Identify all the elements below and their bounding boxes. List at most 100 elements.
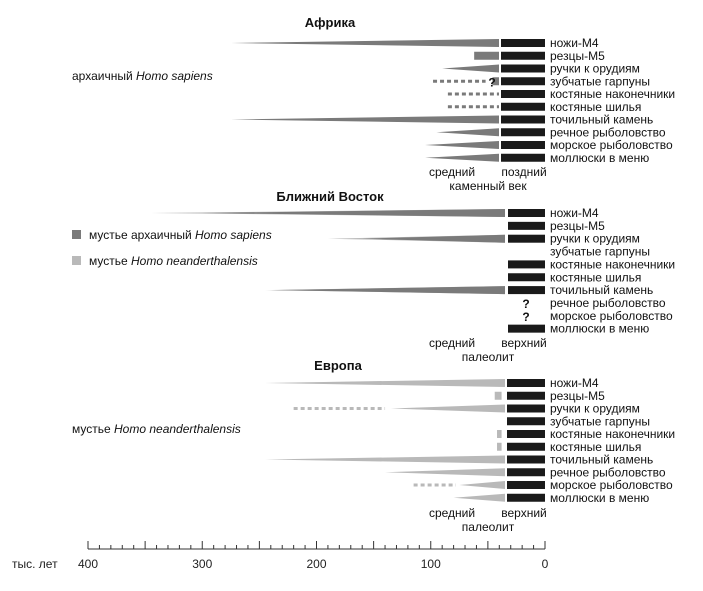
africa-trait-9-bar-0	[425, 153, 499, 162]
africa-trait-label: костяные шилья	[550, 100, 641, 114]
europe-trait-1-black-block	[507, 391, 545, 400]
africa-trait-1-black-block	[501, 51, 545, 60]
africa-trait-7-bar-0	[436, 128, 499, 137]
neareast-trait-4-black-block	[508, 260, 545, 269]
neareast-trait-label: ручки к орудиям	[550, 232, 640, 246]
europe-trait-2-bar-0	[390, 404, 505, 413]
europe-trait-label: зубчатые гарпуны	[550, 414, 650, 428]
africa-trait-6-bar-0	[230, 115, 499, 124]
africa-trait-label: резцы-М5	[550, 49, 605, 63]
axis-tick-label: 0	[542, 557, 549, 571]
neareast-trait-label: моллюски в меню	[550, 322, 649, 336]
europe-period-right: верхний	[501, 506, 547, 520]
legend-label-dark: мустье архаичный Homo sapiens	[89, 228, 272, 242]
europe-period-left: средний	[429, 506, 475, 520]
bars-layer	[150, 39, 545, 502]
legend-swatch-dark	[72, 230, 81, 239]
neareast-trait-7-question-mark: ?	[522, 297, 529, 311]
axis-tick-label: 100	[421, 557, 441, 571]
africa-trait-6-black-block	[501, 115, 545, 124]
africa-trait-label: моллюски в меню	[550, 151, 649, 165]
africa-trait-9-black-block	[501, 153, 545, 162]
africa-side-label: архаичный Homo sapiens	[72, 69, 213, 83]
europe-trait-4-black-block	[507, 430, 545, 438]
near-east-period-bottom: палеолит	[462, 350, 515, 364]
neareast-trait-9-black-block	[508, 324, 545, 333]
africa-trait-label: речное рыболовство	[550, 125, 666, 139]
neareast-trait-label: морское рыболовство	[550, 309, 673, 323]
africa-period-right: поздний	[501, 165, 546, 179]
africa-trait-1-bar-0	[474, 51, 499, 60]
europe-trait-6-bar-0	[265, 455, 505, 464]
neareast-trait-label: резцы-М5	[550, 219, 605, 233]
africa-trait-label: морское рыболовство	[550, 138, 673, 152]
europe-trait-0-bar-0	[265, 379, 505, 387]
legend-label-light: мустье Homo neanderthalensis	[89, 254, 258, 268]
africa-trait-4-black-block	[501, 90, 545, 98]
africa-trait-label: точильный камень	[550, 113, 653, 127]
axis-label: тыс. лет	[12, 557, 58, 571]
europe-title: Европа	[314, 358, 362, 373]
africa-trait-8-bar-0	[425, 141, 499, 149]
axis-tick-label: 200	[306, 557, 326, 571]
neareast-trait-label: костяные наконечники	[550, 257, 675, 271]
europe-side-label: мустье Homo neanderthalensis	[72, 422, 241, 436]
africa-trait-0-black-block	[501, 39, 545, 47]
africa-trait-label: зубчатые гарпуны	[550, 74, 650, 88]
europe-trait-1-bar-0	[494, 391, 502, 400]
africa-period-bottom: каменный век	[449, 179, 527, 193]
near-east-period-right: верхний	[501, 336, 547, 350]
europe-trait-0-black-block	[507, 379, 545, 387]
africa-trait-5-black-block	[501, 102, 545, 111]
europe-period-bottom: палеолит	[462, 520, 515, 534]
neareast-trait-6-bar-1	[270, 286, 506, 295]
axis-tick-label: 400	[78, 557, 98, 571]
near-east-title: Ближний Восток	[276, 189, 384, 204]
africa-period-left: средний	[429, 165, 475, 179]
africa-trait-3-bar-1	[492, 77, 499, 86]
europe-trait-5-bar-0	[497, 442, 502, 451]
neareast-trait-6-black-block	[508, 286, 545, 295]
europe-trait-label: ножи-М4	[550, 376, 599, 390]
africa-trait-8-black-block	[501, 141, 545, 149]
europe-trait-9-bar-0	[453, 493, 505, 502]
europe-trait-8-black-block	[507, 481, 545, 489]
europe-trait-label: резцы-М5	[550, 389, 605, 403]
neareast-trait-label: речное рыболовство	[550, 296, 666, 310]
neareast-trait-label: костяные шилья	[550, 270, 641, 284]
neareast-trait-8-question-mark: ?	[522, 310, 529, 324]
neareast-trait-2-black-block	[508, 234, 545, 243]
africa-trait-2-bar-0	[442, 64, 499, 73]
africa-trait-2-black-block	[501, 64, 545, 73]
neareast-trait-0-black-block	[508, 209, 545, 217]
africa-trait-label: костяные наконечники	[550, 87, 675, 101]
africa-trait-label: ручки к орудиям	[550, 62, 640, 76]
europe-trait-label: ручки к орудиям	[550, 402, 640, 416]
europe-trait-5-black-block	[507, 442, 545, 451]
europe-trait-9-black-block	[507, 493, 545, 502]
europe-trait-6-black-block	[507, 455, 545, 464]
africa-trait-0-bar-0	[230, 39, 499, 47]
africa-trait-7-black-block	[501, 128, 545, 137]
axis-ticks: 400 300 200 100 0	[78, 541, 549, 571]
neareast-trait-1-black-block	[508, 221, 545, 230]
near-east-period-left: средний	[429, 336, 475, 350]
africa-trait-3-black-block	[501, 77, 545, 86]
neareast-trait-2-bar-1	[362, 234, 506, 243]
europe-trait-3-black-block	[507, 417, 545, 426]
neareast-trait-0-bar-1	[202, 209, 506, 217]
europe-trait-4-bar-0	[497, 430, 502, 438]
neareast-trait-label: точильный камень	[550, 283, 653, 297]
europe-trait-label: морское рыболовство	[550, 478, 673, 492]
legend-swatch-light	[72, 256, 81, 265]
europe-trait-label: точильный камень	[550, 453, 653, 467]
neareast-trait-label: ножи-М4	[550, 206, 599, 220]
europe-trait-2-black-block	[507, 404, 545, 413]
europe-trait-label: костяные наконечники	[550, 427, 675, 441]
europe-trait-label: костяные шилья	[550, 440, 641, 454]
europe-trait-7-black-block	[507, 468, 545, 477]
europe-trait-label: моллюски в меню	[550, 491, 649, 505]
africa-trait-label: ножи-М4	[550, 36, 599, 50]
